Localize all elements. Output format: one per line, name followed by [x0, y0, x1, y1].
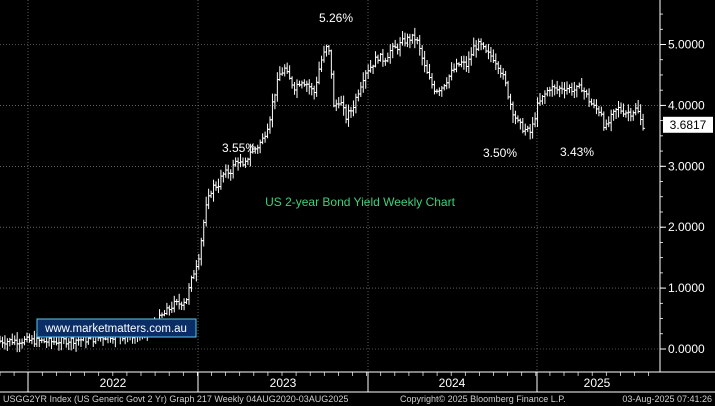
chart-title: US 2-year Bond Yield Weekly Chart [265, 195, 456, 209]
watermark-text: www.marketmatters.com.au [44, 323, 187, 335]
y-tick-label: 5.0000 [668, 38, 705, 52]
x-tick-label: 2025 [584, 376, 611, 390]
axis-layer: 0.0000 1.0000 2.0000 3.0000 4.0000 5.0000 2022… [0, 0, 715, 393]
x-tick-label: 2022 [100, 376, 127, 390]
price-annotation: 3.55% [222, 141, 256, 155]
x-tick-label: 2024 [439, 376, 466, 390]
price-bars-layer [0, 27, 646, 353]
price-annotation: 3.43% [560, 145, 594, 159]
price-annotation: 5.26% [319, 11, 353, 25]
last-value-label: 3.6817 [670, 118, 707, 132]
footer-right: 03-Aug-2025 07:41:26 [622, 394, 712, 404]
y-tick-label: 1.0000 [668, 281, 705, 295]
x-tick-label: 2023 [270, 376, 297, 390]
y-tick-label: 0.0000 [668, 342, 705, 356]
watermark-box [36, 318, 197, 338]
y-tick-label: 2.0000 [668, 220, 705, 234]
last-value-tag [663, 116, 713, 133]
footer-center: Copyright© 2025 Bloomberg Finance L.P. [400, 394, 566, 404]
price-annotation: 3.50% [483, 146, 517, 160]
annotation-layer: 5.26% 3.55% 3.50% 3.43% [222, 11, 594, 160]
y-tick-label: 4.0000 [668, 98, 705, 112]
y-tick-label: 3.0000 [668, 159, 705, 173]
grid-layer [0, 0, 660, 372]
footer-left: USGG2YR Index (US Generic Govt 2 Yr) Gra… [3, 394, 348, 404]
